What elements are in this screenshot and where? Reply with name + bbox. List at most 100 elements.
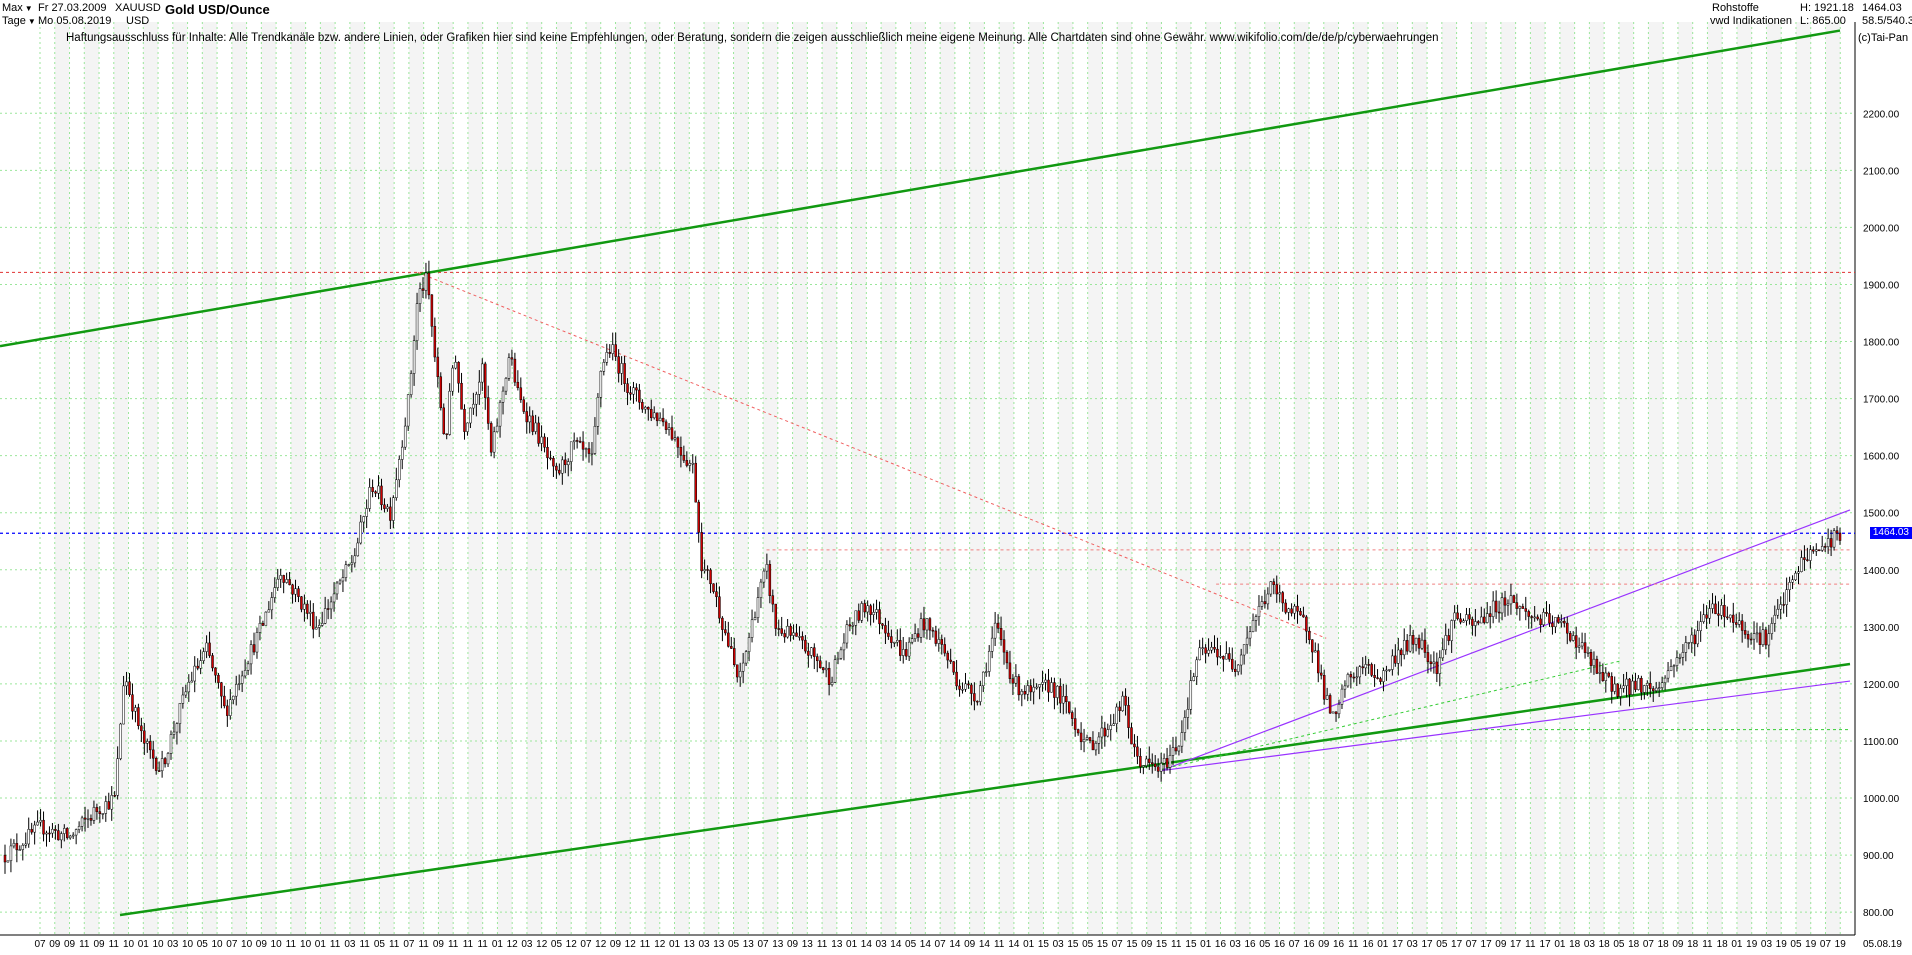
candle-body <box>1663 677 1667 683</box>
candle-body <box>1654 687 1658 691</box>
candle-body <box>1758 632 1762 645</box>
upper-trend-line <box>0 29 1841 348</box>
candle-body <box>1723 605 1726 618</box>
candle-body <box>703 569 706 572</box>
x-tick-label: 11 <box>109 939 120 950</box>
candle-body <box>1666 670 1670 679</box>
candle-body <box>1385 669 1388 672</box>
x-tick-label: 03 <box>1407 939 1419 950</box>
x-tick-label: 16 <box>1362 939 1374 950</box>
candle-body <box>1382 670 1385 682</box>
candle-body <box>807 650 810 656</box>
candle-body <box>1536 616 1539 620</box>
x-tick-label: 10 <box>241 939 253 950</box>
x-tick-label: 14 <box>920 939 932 950</box>
y-tick-label: 2200.00 <box>1863 109 1900 120</box>
background-band <box>202 22 218 935</box>
background-band <box>1117 22 1132 935</box>
candle-body <box>1512 595 1516 603</box>
candle-body <box>1646 683 1649 686</box>
candle-body <box>522 399 526 412</box>
x-tick-label: 05 <box>728 939 740 950</box>
candle-body <box>1334 711 1338 715</box>
candle-body <box>590 453 594 455</box>
background-band <box>940 22 955 935</box>
candle-body <box>964 683 967 690</box>
candle-body <box>469 407 472 424</box>
background-band <box>1235 22 1250 935</box>
candle-body <box>780 628 783 634</box>
candle-body <box>1640 678 1643 693</box>
candle-body <box>255 632 259 653</box>
candle-body <box>1228 653 1231 660</box>
y-tick-label: 1000.00 <box>1863 794 1900 805</box>
candle-body <box>472 403 475 409</box>
candle-body <box>433 326 437 358</box>
candle-body <box>1601 672 1605 682</box>
candle-body <box>1073 718 1077 730</box>
candle-body <box>899 640 902 656</box>
candle-body <box>1405 640 1409 652</box>
candle-body <box>1438 657 1442 674</box>
x-tick-label: 07 <box>1112 939 1124 950</box>
candle-body <box>1474 621 1477 626</box>
candle-body <box>1299 610 1302 616</box>
x-tick-label: 12 <box>536 939 548 950</box>
interval-selector[interactable]: Tage ▼ <box>2 15 36 27</box>
candle-body <box>3 854 7 863</box>
background-band <box>1205 22 1221 935</box>
candle-body <box>1284 602 1287 613</box>
x-tick-label: 05 <box>1259 939 1271 950</box>
candle-body <box>335 582 339 595</box>
x-tick-label: 01 <box>138 939 150 950</box>
candle-body <box>1628 678 1631 695</box>
candle-body <box>1394 655 1397 664</box>
candle-body <box>1032 686 1035 693</box>
candle-body <box>1533 616 1536 619</box>
candle-body <box>555 465 558 471</box>
candle-body <box>973 693 976 702</box>
y-tick-label: 1100.00 <box>1863 737 1899 748</box>
candle-body <box>143 730 146 744</box>
candle-body <box>107 801 111 810</box>
candle-body <box>976 700 979 703</box>
category: Rohstoffe <box>1712 2 1759 14</box>
candle-body <box>1749 638 1753 641</box>
candle-body <box>297 588 300 597</box>
background-band <box>1471 22 1487 935</box>
date-from: Fr 27.03.2009 <box>38 2 107 14</box>
candle-body <box>1420 639 1424 649</box>
x-tick-label: 18 <box>1658 939 1670 950</box>
candle-body <box>1139 756 1142 768</box>
x-tick-label: 09 <box>256 939 268 950</box>
background-band <box>1589 22 1605 935</box>
candle-body <box>599 371 603 398</box>
range-selector[interactable]: Max ▼ <box>2 2 33 14</box>
candle-body <box>519 387 523 401</box>
background-band <box>1500 22 1516 935</box>
background-band <box>851 22 867 935</box>
x-tick-label: 19 <box>1776 939 1788 950</box>
candle-body <box>1580 642 1584 647</box>
candle-body <box>623 363 626 384</box>
candle-body <box>486 397 490 424</box>
x-tick-label: 10 <box>300 939 312 950</box>
candle-body <box>122 685 125 725</box>
candle-body <box>149 741 152 751</box>
candle-body <box>934 630 938 644</box>
candle-body <box>569 441 573 462</box>
candle-body <box>1471 618 1474 626</box>
candle-body <box>344 564 348 578</box>
candle-body <box>1607 672 1611 677</box>
candle-body <box>827 667 831 685</box>
candle-body <box>400 446 404 460</box>
x-tick-label: 17 <box>1540 939 1552 950</box>
candle-body <box>9 845 13 862</box>
candle-body <box>786 625 789 638</box>
candle-body <box>1127 705 1130 728</box>
x-end-label: 05.08.19 <box>1863 939 1902 950</box>
candle-body <box>1743 630 1747 635</box>
x-tick-label: 07 <box>1643 939 1655 950</box>
candle-body <box>383 504 386 509</box>
candle-body <box>294 588 297 595</box>
